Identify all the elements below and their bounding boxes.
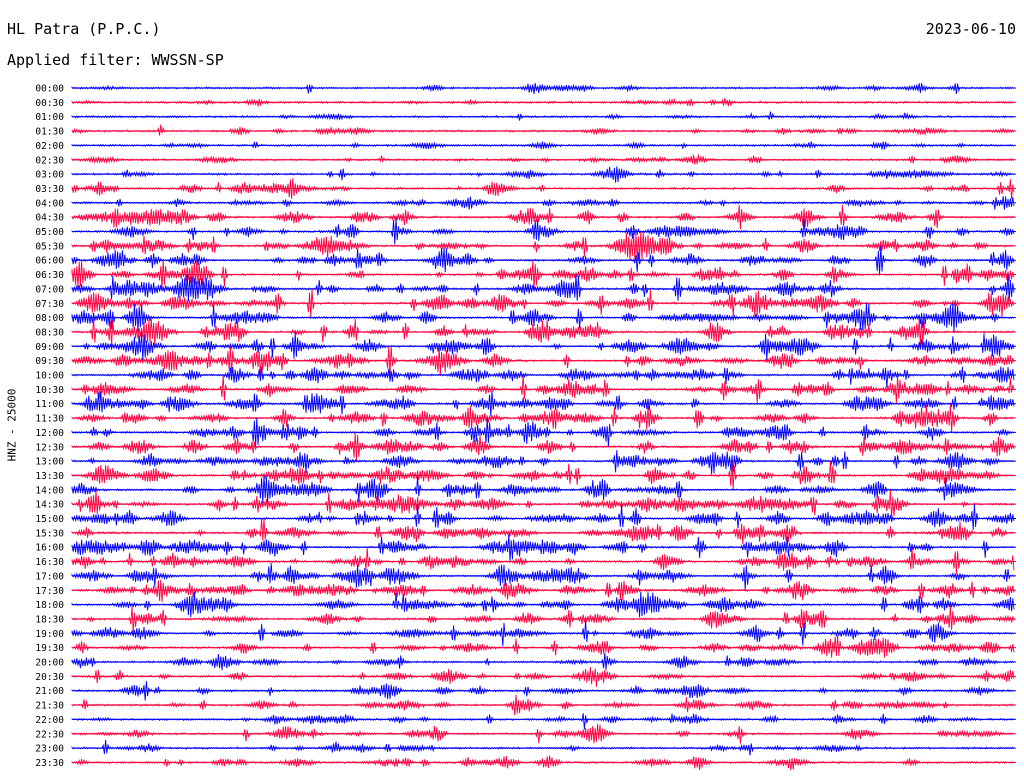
- time-label: 10:30: [35, 385, 64, 396]
- time-label: 14:30: [35, 500, 64, 511]
- time-label: 03:30: [35, 184, 64, 195]
- time-label: 08:30: [35, 327, 64, 338]
- time-label: 15:30: [35, 528, 64, 539]
- time-label: 11:30: [35, 414, 64, 425]
- trace-row-0830: [71, 317, 1015, 347]
- time-label: 18:30: [35, 614, 64, 625]
- time-label-group: 00:00 00:30 01:00 01:30 02:00 02:30 03:00 03:30…: [35, 84, 64, 769]
- time-label: 14:00: [35, 485, 64, 496]
- time-label: 00:00: [35, 84, 64, 95]
- trace-row-2030: [71, 667, 1015, 687]
- trace-row-0100: [71, 111, 1015, 121]
- station-title: HL Patra (P.P.C.): [7, 20, 161, 38]
- trace-row-0130: [71, 124, 1015, 136]
- trace-row-2000: [71, 652, 1015, 671]
- trace-row-2200: [71, 713, 1015, 730]
- time-label: 23:00: [35, 744, 64, 755]
- trace-row-0530: [71, 231, 1015, 260]
- time-label: 13:30: [35, 471, 64, 482]
- trace-row-1500: [71, 504, 1015, 530]
- time-label: 11:00: [35, 399, 64, 410]
- trace-row-1430: [71, 489, 1015, 519]
- time-label: 08:00: [35, 313, 64, 324]
- time-label: 09:30: [35, 356, 64, 367]
- time-label: 05:30: [35, 241, 64, 252]
- trace-row-1930: [71, 635, 1015, 658]
- trace-row-1230: [71, 432, 1015, 462]
- time-label: 09:00: [35, 342, 64, 353]
- time-label: 04:00: [35, 198, 64, 209]
- trace-row-1900: [71, 620, 1015, 647]
- time-label: 01:30: [35, 127, 64, 138]
- time-label: 02:00: [35, 141, 64, 152]
- time-label: 04:30: [35, 213, 64, 224]
- trace-row-1100: [71, 390, 1015, 417]
- time-label: 18:00: [35, 600, 64, 611]
- trace-row-1300: [71, 450, 1015, 475]
- time-label: 12:30: [35, 442, 64, 453]
- trace-row-0330: [71, 178, 1015, 199]
- time-label: 00:30: [35, 98, 64, 109]
- trace-row-1730: [71, 579, 1015, 603]
- time-label: 15:00: [35, 514, 64, 525]
- time-label: 20:00: [35, 658, 64, 669]
- time-label: 06:30: [35, 270, 64, 281]
- trace-row-0500: [71, 218, 1015, 245]
- time-label: 06:00: [35, 256, 64, 267]
- time-label: 16:00: [35, 543, 64, 554]
- time-label: 17:00: [35, 571, 64, 582]
- time-label: 10:00: [35, 371, 64, 382]
- time-label: 19:00: [35, 629, 64, 640]
- time-label: 16:30: [35, 557, 64, 568]
- trace-row-0800: [71, 303, 1015, 333]
- time-label: 21:30: [35, 701, 64, 712]
- filter-label: Applied filter: WWSSN-SP: [7, 51, 224, 69]
- time-label: 20:30: [35, 672, 64, 683]
- time-label: 23:30: [35, 758, 64, 769]
- trace-row-0930: [71, 346, 1015, 376]
- time-label: 13:00: [35, 457, 64, 468]
- trace-row-1200: [71, 417, 1015, 447]
- time-label: 12:00: [35, 428, 64, 439]
- time-label: 19:30: [35, 643, 64, 654]
- time-label: 22:30: [35, 729, 64, 740]
- time-label: 07:30: [35, 299, 64, 310]
- trace-row-1000: [71, 366, 1015, 388]
- time-label: 22:00: [35, 715, 64, 726]
- time-label: 02:30: [35, 155, 64, 166]
- trace-row-1030: [71, 374, 1015, 404]
- time-label: 03:00: [35, 170, 64, 181]
- time-label: 01:00: [35, 112, 64, 123]
- trace-row-2100: [71, 681, 1015, 701]
- trace-row-0700: [71, 274, 1015, 302]
- time-label: 21:00: [35, 686, 64, 697]
- trace-row-1600: [71, 533, 1015, 562]
- time-label: 05:00: [35, 227, 64, 238]
- trace-row-0000: [71, 83, 1015, 95]
- time-label: 17:30: [35, 586, 64, 597]
- time-label: 07:00: [35, 284, 64, 295]
- trace-row-2330: [71, 755, 1015, 771]
- trace-group: [71, 83, 1016, 771]
- trace-row-1130: [71, 404, 1015, 433]
- date-label: 2023-06-10: [925, 20, 1016, 38]
- trace-row-0400: [71, 196, 1015, 210]
